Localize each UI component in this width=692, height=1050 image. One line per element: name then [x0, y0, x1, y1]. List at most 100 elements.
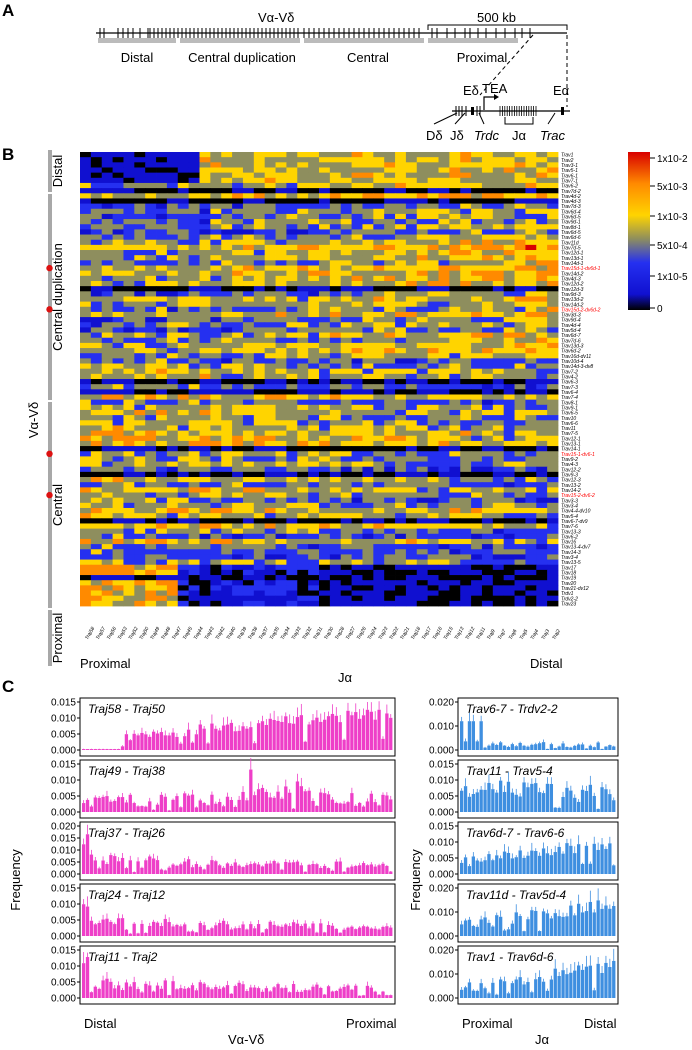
heatmap-cell	[362, 358, 374, 364]
heatmap-cell	[416, 239, 429, 246]
heatmap-cell	[275, 446, 287, 452]
heatmap-cell	[395, 507, 407, 514]
heatmap-cell	[156, 507, 168, 514]
heatmap-cell	[536, 409, 548, 416]
heatmap-cell	[264, 348, 276, 354]
bar	[120, 857, 125, 874]
heatmap-cell	[384, 435, 396, 442]
heatmap-cell	[134, 544, 146, 550]
heatmap-cell	[199, 528, 211, 535]
heatmap-cell	[395, 213, 407, 220]
heatmap-cell	[297, 255, 309, 261]
heatmap-cell	[340, 270, 352, 277]
heatmap-cell	[514, 224, 526, 230]
heatmap-cell	[547, 487, 559, 493]
heatmap-cell	[188, 492, 200, 499]
heatmap-cell	[286, 250, 298, 256]
heatmap-cell	[427, 384, 439, 390]
heatmap-cell	[188, 544, 200, 550]
heatmap-cell	[166, 544, 179, 550]
heatmap-cell	[297, 600, 309, 607]
heatmap-cell	[297, 188, 309, 194]
heatmap-cell	[460, 559, 472, 566]
heatmap-cell	[188, 420, 200, 426]
heatmap-cell	[264, 435, 276, 442]
heatmap-cell	[253, 379, 266, 385]
heatmap-cell	[471, 270, 483, 277]
heatmap-cell	[90, 585, 103, 591]
heatmap-cell	[275, 451, 287, 457]
heatmap-cell	[166, 306, 179, 313]
heatmap-cell	[438, 203, 450, 210]
heatmap-cell	[101, 435, 113, 442]
heatmap-cell	[351, 167, 363, 174]
scale-label: 500 kb	[477, 10, 516, 25]
heatmap-cell	[362, 544, 374, 550]
heatmap-cell	[503, 420, 515, 426]
heatmap-cell	[503, 157, 515, 163]
heatmap-cell	[405, 482, 418, 488]
heatmap-cell	[438, 255, 450, 261]
heatmap-cell	[123, 523, 135, 530]
v-gene-label: Trav9d-4	[561, 318, 581, 324]
v-gene-label: Trav2	[561, 158, 574, 164]
heatmap-cell	[460, 487, 472, 493]
bar	[198, 923, 202, 936]
heatmap-cell	[405, 270, 418, 277]
heatmap-cell	[427, 585, 439, 591]
heatmap-cell	[503, 306, 515, 313]
heatmap-cell	[438, 291, 450, 297]
heatmap-cell	[188, 373, 200, 380]
heatmap-cell	[221, 280, 233, 287]
heatmap-cell	[405, 213, 418, 220]
heatmap-cell	[199, 384, 211, 390]
v-gene-label: Trav15-2-dv6-2	[561, 493, 595, 499]
heatmap-cell	[112, 435, 124, 442]
heatmap-cell	[112, 203, 124, 210]
heatmap-cell	[503, 451, 515, 457]
heatmap-cell	[308, 461, 320, 468]
heatmap-cell	[427, 306, 439, 313]
bar	[194, 734, 199, 750]
bar	[190, 931, 195, 936]
heatmap-cell	[525, 471, 537, 478]
bar	[186, 988, 191, 998]
heatmap-cell	[438, 219, 450, 225]
heatmap-cell	[449, 260, 461, 266]
bar	[198, 866, 202, 874]
heatmap-cell	[438, 477, 450, 483]
heatmap-cell	[405, 513, 418, 519]
heatmap-cell	[395, 373, 407, 380]
heatmap-cell	[351, 420, 363, 426]
heatmap-cell	[112, 193, 124, 199]
heatmap-cell	[242, 399, 255, 406]
heatmap-cell	[503, 317, 515, 323]
heatmap-cell	[340, 600, 352, 607]
heatmap-cell	[145, 492, 157, 499]
heatmap-cell	[481, 487, 494, 493]
heatmap-cell	[481, 265, 494, 272]
heatmap-cell	[340, 523, 352, 530]
heatmap-cell	[362, 564, 374, 571]
heatmap-cell	[514, 466, 526, 473]
heatmap-cell	[416, 244, 429, 251]
heatmap-cell	[112, 590, 124, 597]
v-gene-label: Trav23	[561, 601, 576, 607]
heatmap-cell	[492, 363, 505, 370]
heatmap-cell	[210, 523, 222, 530]
heatmap-cell	[308, 590, 320, 597]
heatmap-cell	[449, 446, 461, 452]
heatmap-cell	[145, 353, 157, 359]
heatmap-cell	[275, 409, 287, 416]
heatmap-cell	[492, 415, 505, 421]
heatmap-cell	[199, 425, 211, 431]
heatmap-cell	[253, 580, 266, 586]
heatmap-cell	[373, 182, 385, 189]
heatmap-cell	[264, 600, 276, 607]
heatmap-cell	[232, 399, 244, 406]
heatmap-cell	[177, 404, 190, 411]
heatmap-cell	[514, 348, 526, 354]
heatmap-cell	[297, 518, 309, 524]
heatmap-cell	[405, 409, 418, 416]
